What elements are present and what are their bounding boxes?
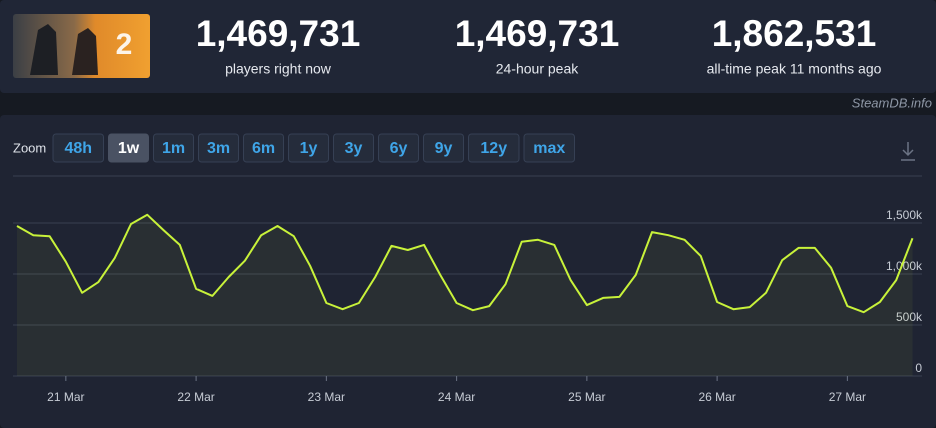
x-tick-label: 24 Mar xyxy=(438,390,475,404)
stat-value: 1,862,531 xyxy=(712,13,877,54)
x-tick-label: 22 Mar xyxy=(177,390,214,404)
zoom-button[interactable]: 6y xyxy=(378,133,419,163)
zoom-option[interactable]: 12y xyxy=(480,140,507,157)
zoom-button[interactable]: 3y xyxy=(333,133,374,163)
stat-value: 1,469,731 xyxy=(196,13,361,54)
y-tick-label: 500k xyxy=(896,310,923,324)
zoom-button-bg[interactable] xyxy=(378,133,419,163)
x-tick-label: 21 Mar xyxy=(47,390,84,404)
zoom-option[interactable]: 48h xyxy=(64,140,92,157)
zoom-option[interactable]: max xyxy=(533,140,565,157)
x-tick-label: 23 Mar xyxy=(308,390,345,404)
zoom-option[interactable]: 3m xyxy=(207,140,230,157)
zoom-button-bg[interactable] xyxy=(333,133,374,163)
zoom-button-bg[interactable] xyxy=(468,133,520,163)
zoom-option[interactable]: 3y xyxy=(345,140,363,157)
zoom-button[interactable]: 6m xyxy=(243,133,284,163)
zoom-option[interactable]: 6y xyxy=(390,140,408,157)
zoom-button-bg[interactable] xyxy=(52,133,104,163)
zoom-button[interactable]: 3m xyxy=(198,133,239,163)
zoom-button[interactable]: max xyxy=(523,133,575,163)
y-tick-label: 1,000k xyxy=(886,259,923,273)
chart-panel xyxy=(0,115,936,428)
zoom-button-bg[interactable] xyxy=(288,133,329,163)
zoom-button[interactable]: 9y xyxy=(423,133,464,163)
x-tick-label: 25 Mar xyxy=(568,390,605,404)
zoom-option[interactable]: 1m xyxy=(162,140,185,157)
zoom-button-bg[interactable] xyxy=(108,133,149,163)
zoom-button[interactable]: 1y xyxy=(288,133,329,163)
stat-label: all-time peak 11 months ago xyxy=(707,61,882,77)
zoom-button[interactable]: 12y xyxy=(468,133,520,163)
zoom-option[interactable]: 1w xyxy=(118,140,140,157)
zoom-option[interactable]: 9y xyxy=(435,140,453,157)
zoom-button-bg[interactable] xyxy=(423,133,464,163)
zoom-button[interactable]: 48h xyxy=(52,133,104,163)
x-tick-label: 26 Mar xyxy=(698,390,735,404)
zoom-label: Zoom xyxy=(13,140,46,155)
game-thumbnail: 2 xyxy=(13,14,150,78)
zoom-button-bg[interactable] xyxy=(153,133,194,163)
zoom-button-bg[interactable] xyxy=(243,133,284,163)
zoom-button-bg[interactable] xyxy=(523,133,575,163)
line-series xyxy=(16,213,914,314)
credit: SteamDB.info xyxy=(852,95,932,110)
zoom-button-bg[interactable] xyxy=(198,133,239,163)
zoom-option[interactable]: 1y xyxy=(300,140,318,157)
x-tick-label: 27 Mar xyxy=(829,390,866,404)
y-tick-label: 1,500k xyxy=(886,208,923,222)
stat-label: 24-hour peak xyxy=(496,61,580,77)
stats-panel xyxy=(0,0,936,93)
zoom-button[interactable]: 1m xyxy=(153,133,194,163)
y-tick-label: 0 xyxy=(915,361,922,375)
stat-value: 1,469,731 xyxy=(455,13,620,54)
svg-text:2: 2 xyxy=(116,28,133,61)
download-button[interactable] xyxy=(901,142,915,161)
zoom-option[interactable]: 6m xyxy=(252,140,275,157)
zoom-button[interactable]: 1w xyxy=(108,133,149,163)
stat-label: players right now xyxy=(225,61,332,77)
line-area xyxy=(17,214,913,376)
